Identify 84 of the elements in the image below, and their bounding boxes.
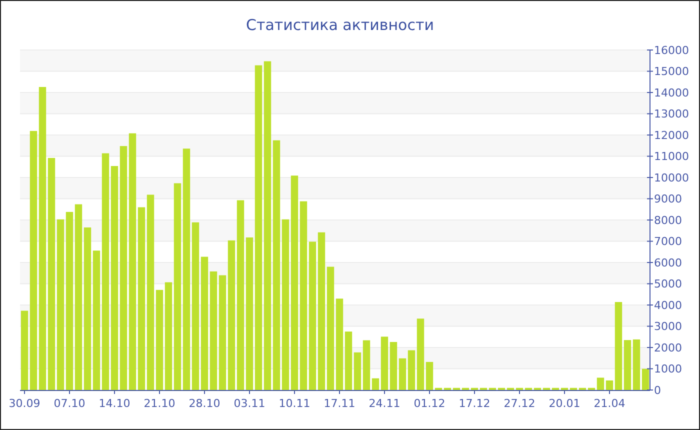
bar	[236, 200, 244, 390]
bar	[426, 362, 434, 390]
bar	[138, 207, 146, 390]
bar	[174, 183, 182, 390]
bar	[336, 298, 344, 390]
bar	[416, 318, 424, 390]
bar	[200, 256, 208, 390]
x-tick-label: 17.11	[324, 397, 356, 410]
bar	[326, 266, 334, 390]
y-tick-label: 13000	[654, 108, 689, 121]
bar	[30, 130, 38, 390]
bar	[218, 275, 226, 390]
x-tick-label: 21.04	[594, 397, 626, 410]
y-tick-label: 7000	[654, 235, 682, 248]
bar	[56, 219, 64, 390]
bar	[390, 342, 398, 390]
bar	[146, 194, 154, 390]
y-tick-label: 9000	[654, 192, 682, 206]
x-tick-label: 28.10	[188, 397, 220, 410]
bar	[128, 133, 136, 390]
x-tick-label: 21.10	[144, 397, 176, 410]
bar	[20, 310, 28, 390]
bar	[596, 378, 604, 390]
bar	[164, 282, 172, 390]
bar	[110, 166, 118, 390]
y-tick-label: 15000	[654, 65, 689, 78]
x-tick-label: 27.12	[504, 397, 536, 410]
bar	[102, 153, 110, 390]
bar	[606, 380, 614, 390]
y-tick-label: 11000	[654, 150, 689, 164]
bar	[344, 332, 352, 390]
bar	[156, 290, 164, 390]
bar	[254, 65, 262, 390]
bar	[38, 86, 46, 390]
bar	[380, 336, 388, 390]
y-tick-label: 1000	[654, 362, 682, 376]
bar	[300, 201, 308, 390]
y-tick-label: 8000	[654, 214, 682, 227]
bar	[362, 340, 370, 390]
y-tick-label: 6000	[654, 256, 682, 270]
bar	[74, 204, 82, 390]
bar	[408, 350, 416, 390]
x-tick-label: 17.12	[458, 397, 490, 410]
x-tick-label: 30.09	[8, 397, 40, 410]
bar	[246, 237, 254, 390]
bar	[354, 352, 362, 390]
y-tick-label: 4000	[654, 298, 682, 312]
bar	[614, 302, 622, 390]
y-tick-label: 12000	[654, 128, 689, 142]
bar	[192, 222, 200, 390]
bar	[84, 227, 92, 390]
bar	[120, 146, 128, 390]
x-tick-label: 03.11	[234, 397, 266, 410]
y-tick-label: 0	[654, 384, 661, 397]
y-tick-label: 5000	[654, 278, 682, 291]
bar	[308, 242, 316, 390]
y-tick-label: 14000	[654, 86, 689, 100]
x-tick-label: 01.12	[414, 397, 446, 410]
x-tick-label: 20.01	[548, 397, 580, 410]
bar	[92, 250, 100, 390]
y-tick-label: 3000	[654, 320, 682, 334]
bar	[398, 358, 406, 390]
bar	[272, 140, 280, 390]
bar	[210, 271, 218, 390]
bar	[318, 232, 326, 390]
chart-title: Статистика активности	[246, 16, 434, 34]
bar	[228, 240, 236, 390]
bar	[372, 378, 380, 390]
y-tick-label: 16000	[654, 44, 689, 57]
x-tick-label: 07.10	[54, 397, 86, 410]
bar	[642, 368, 650, 390]
x-tick-label: 14.10	[98, 397, 130, 410]
bar	[632, 339, 640, 390]
bar	[290, 176, 298, 390]
bar	[624, 340, 632, 390]
bar	[66, 212, 74, 390]
bar	[48, 158, 56, 390]
y-tick-label: 10000	[654, 171, 689, 184]
bar	[264, 61, 272, 390]
x-tick-label: 24.11	[368, 397, 400, 410]
bar	[282, 219, 290, 390]
y-tick-label: 2000	[654, 341, 682, 354]
bar	[182, 148, 190, 390]
x-tick-label: 10.11	[278, 397, 310, 410]
